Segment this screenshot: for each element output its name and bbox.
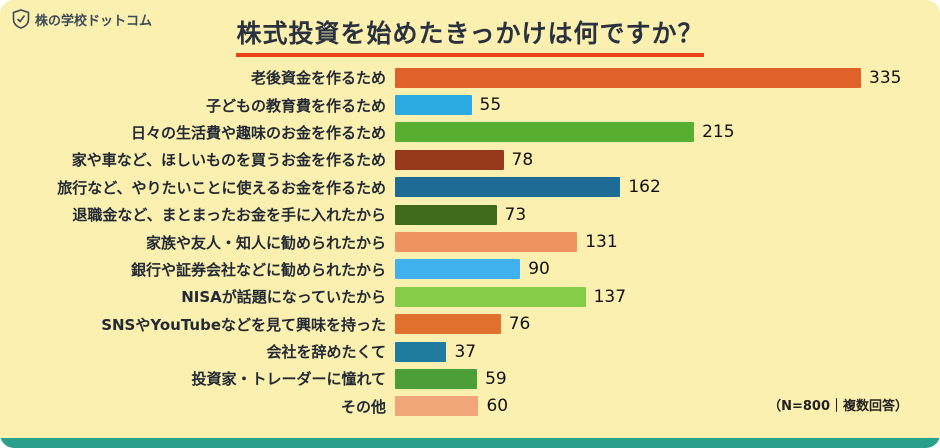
bar-track: 335 [395,64,940,91]
bar [395,149,504,170]
bar-track: 162 [395,174,940,201]
bar [395,396,479,417]
bar-track: 215 [395,119,940,146]
value-label: 215 [702,122,735,143]
value-label: 76 [508,314,531,335]
bar [395,122,695,143]
bar-track: 55 [395,91,940,118]
chart-row: 老後資金を作るため 335 [0,64,940,91]
bar [395,67,861,88]
value-label: 137 [593,286,627,307]
category-label: 老後資金を作るため [250,69,386,88]
chart-row: 銀行や証券会社などに勧められたから 90 [0,256,940,283]
bar-chart: 老後資金を作るため 335 子どもの教育費を作るため 55 日々の生活費や趣味のお金を作… [0,64,940,420]
logo: 株の学校ドットコム [12,9,152,29]
chart-row: SNSやYouTubeなどを見て興味を持った 76 [0,311,940,338]
chart-row: 子どもの教育費を作るため 55 [0,91,940,118]
category-label: NISAが話題になっていたから [181,288,386,307]
bar [395,259,521,280]
value-label: 60 [486,396,509,417]
chart-row: 退職金など、まとまったお金を手に入れたから 73 [0,201,940,228]
chart-row: 旅行など、やりたいことに使えるお金を作るため 162 [0,174,940,201]
chart-row: 日々の生活費や趣味のお金を作るため 215 [0,119,940,146]
category-label: 子どもの教育費を作るため [205,96,386,115]
chart-row: その他 60 [0,393,940,420]
bar-track: 73 [395,201,940,228]
bar [395,341,447,362]
bar [395,232,578,253]
bar [395,177,621,198]
bar [395,314,501,335]
bar-track: 137 [395,283,940,310]
bottom-accent-strip [0,438,940,448]
chart-row: 家族や友人・知人に勧められたから 131 [0,228,940,255]
category-label: 投資家・トレーダーに憧れて [191,370,386,389]
value-label: 131 [585,232,618,253]
logo-text: 株の学校ドットコム [35,13,153,29]
chart-row: 会社を辞めたくて 37 [0,338,940,365]
chart-row: NISAが話題になっていたから 137 [0,283,940,310]
value-label: 162 [628,177,661,198]
category-label: 旅行など、やりたいことに使えるお金を作るため [57,178,386,197]
category-label: SNSやYouTubeなどを見て興味を持った [101,315,386,334]
bar-track: 131 [395,228,940,255]
bar [395,368,478,389]
chart-row: 投資家・トレーダーに憧れて 59 [0,365,940,392]
category-label: 退職金など、まとまったお金を手に入れたから [72,206,386,225]
bar-track: 76 [395,311,940,338]
bar-track: 90 [395,256,940,283]
value-label: 78 [511,149,534,170]
bar [395,204,497,225]
category-label: 銀行や証券会社などに勧められたから [130,260,386,279]
value-label: 335 [869,67,902,88]
value-label: 59 [485,368,507,389]
value-label: 37 [454,341,477,362]
category-label: 家や車など、ほしいものを買うお金を作るため [71,151,386,170]
bar-track: 37 [395,338,940,365]
bar-track: 78 [395,146,940,173]
title-wrap: 株式投資を始めたきっかけは何ですか？ [0,14,940,57]
value-label: 90 [528,259,550,280]
value-label: 55 [479,95,502,116]
category-label: 会社を辞めたくて [266,343,386,362]
chart-title: 株式投資を始めたきっかけは何ですか？ [236,14,704,57]
value-label: 73 [504,204,527,225]
bar [395,95,472,116]
category-label: 日々の生活費や趣味のお金を作るため [130,123,386,142]
bar-track: 59 [395,365,940,392]
shield-icon [12,9,30,29]
chart-row: 家や車など、ほしいものを買うお金を作るため 78 [0,146,940,173]
category-label: 家族や友人・知人に勧められたから [145,233,386,252]
bar [395,286,586,307]
sample-size-note: （N=800｜複数回答） [768,399,908,414]
category-label: その他 [340,397,386,416]
bar-track: 60 [395,393,940,420]
